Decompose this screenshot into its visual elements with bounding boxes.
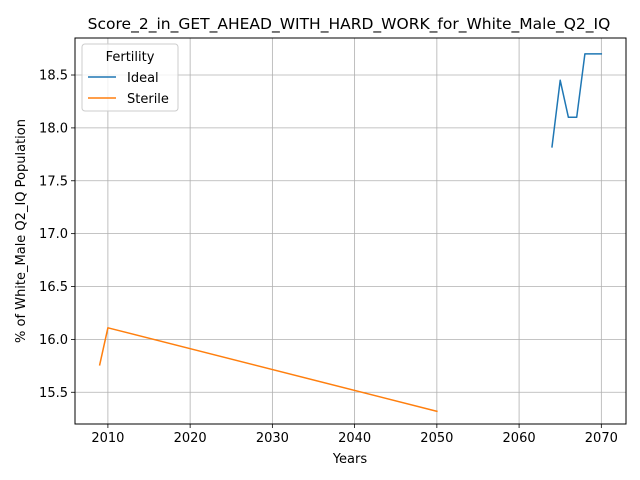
y-tick-label: 18.5 — [39, 69, 68, 84]
grid-lines — [75, 38, 626, 424]
legend-label-ideal: Ideal — [127, 71, 159, 86]
plot-frame — [74, 37, 627, 425]
legend-box — [81, 43, 179, 112]
y-tick-label: 16.5 — [39, 280, 68, 295]
chart-title: Score_2_in_GET_AHEAD_WITH_HARD_WORK_for_… — [88, 15, 611, 34]
y-tick-label: 18.0 — [39, 121, 68, 136]
x-tick-label: 2020 — [174, 431, 207, 446]
x-tick-label: 2060 — [503, 431, 536, 446]
x-tick-label: 2010 — [91, 431, 124, 446]
y-axis-label: % of White_Male Q2_IQ Population — [14, 119, 29, 343]
y-tick-label: 15.5 — [39, 386, 68, 401]
y-tick-label: 16.0 — [39, 333, 68, 348]
x-tick-label: 2040 — [338, 431, 371, 446]
x-tick-label: 2030 — [256, 431, 289, 446]
y-tick-label: 17.0 — [39, 227, 68, 242]
series-line-sterile — [98, 327, 438, 413]
axis-ticks: 2010 2020 2030 2040 2050 2060 2070 15.5 16.0 16.5… — [39, 69, 618, 446]
x-tick-label: 2050 — [420, 431, 453, 446]
legend: Fertility Ideal Sterile — [81, 43, 179, 112]
series-line-ideal — [551, 53, 603, 148]
y-tick-label: 17.5 — [39, 174, 68, 189]
x-tick-label: 2070 — [585, 431, 618, 446]
x-axis-label: Years — [332, 452, 368, 467]
series-lines — [98, 53, 603, 413]
legend-label-sterile: Sterile — [127, 92, 169, 107]
legend-title: Fertility — [106, 50, 155, 65]
